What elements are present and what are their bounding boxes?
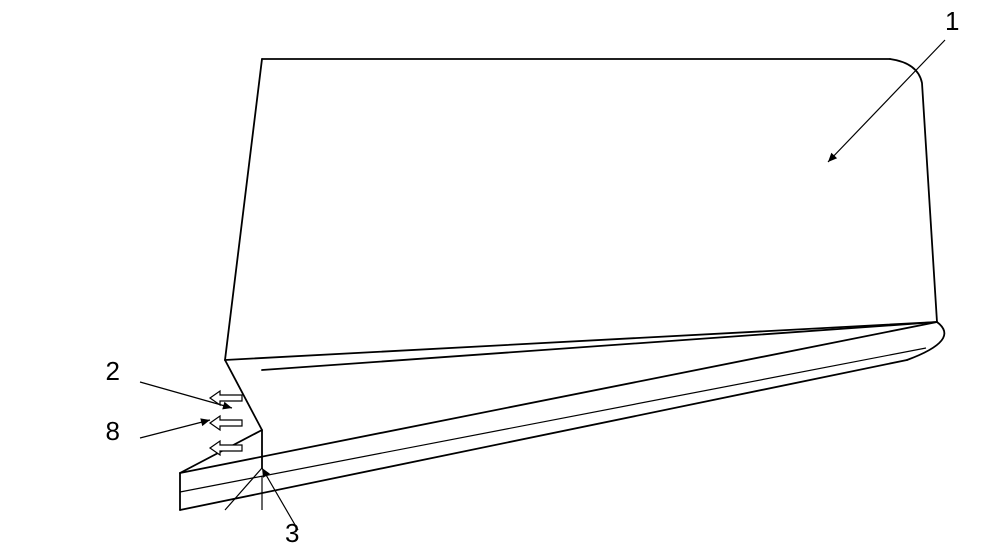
callout-label-2: 2 xyxy=(106,356,120,386)
callout-label-8: 8 xyxy=(106,416,120,446)
callout-label-1: 1 xyxy=(945,6,959,36)
callout-label-3: 3 xyxy=(285,518,299,546)
